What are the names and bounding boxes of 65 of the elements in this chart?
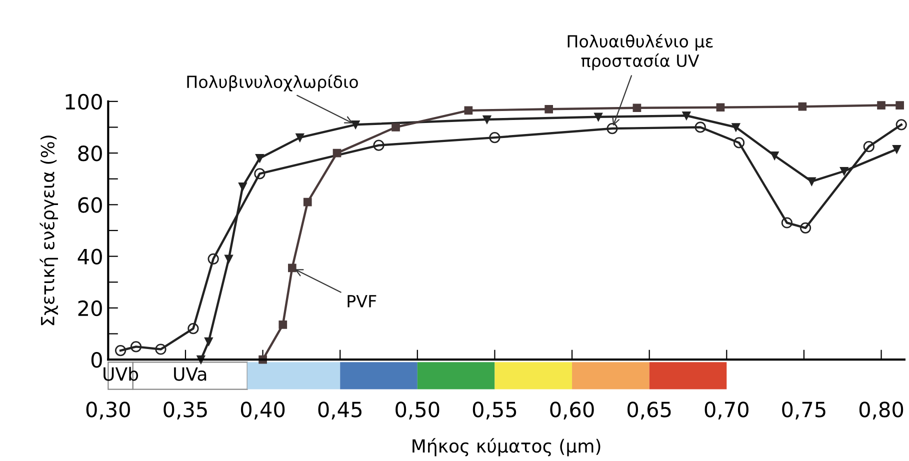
point xyxy=(288,264,296,272)
point xyxy=(877,101,886,110)
x-tick-label: 0,35 xyxy=(164,402,207,420)
x-tick-label: 0,60 xyxy=(550,402,594,420)
y-tick-label: 100 xyxy=(66,94,102,110)
point xyxy=(254,168,266,180)
x-tick-label: 0,75 xyxy=(782,402,826,420)
x-tick-label: 0,40 xyxy=(240,402,285,420)
annotation: Πολυαιθυλένιο με προστασία UV xyxy=(568,34,713,70)
annotation: PVF xyxy=(348,295,376,308)
point xyxy=(482,115,492,124)
point xyxy=(238,182,247,191)
x-tick-label: 0,45 xyxy=(318,402,362,420)
y-tick-label: 20 xyxy=(78,300,102,316)
point xyxy=(489,132,500,144)
point xyxy=(303,198,312,206)
point xyxy=(544,105,553,114)
point xyxy=(732,123,740,132)
y-tick-label: 40 xyxy=(78,248,102,265)
point xyxy=(296,133,304,142)
point xyxy=(682,111,691,120)
y-tick-label: 0 xyxy=(91,352,102,368)
point xyxy=(188,323,199,334)
annotation: Πολυβινυλοχλωρίδιο xyxy=(187,74,358,92)
x-axis-title: Μήκος κύματος (μm) xyxy=(412,438,600,456)
point xyxy=(606,122,618,134)
x-tick-label: 0,65 xyxy=(628,402,671,420)
point xyxy=(208,253,219,264)
point xyxy=(256,154,264,162)
point xyxy=(840,166,848,176)
point xyxy=(770,151,779,160)
y-axis-title: Σχετική ενέργεια (%) xyxy=(40,136,58,326)
x-tick-label: 0,55 xyxy=(472,402,516,420)
point xyxy=(781,217,792,228)
point xyxy=(204,337,213,346)
text: UVb xyxy=(104,366,138,381)
point xyxy=(896,101,904,110)
point xyxy=(694,122,706,133)
point xyxy=(896,119,907,130)
y-tick-label: 80 xyxy=(78,146,102,162)
x-tick-label: 0,30 xyxy=(86,402,130,420)
point xyxy=(130,341,142,352)
point xyxy=(863,141,874,152)
x-tick-label: 0,50 xyxy=(396,402,440,420)
point xyxy=(224,254,233,264)
point xyxy=(594,112,602,122)
point xyxy=(808,177,816,186)
point xyxy=(373,140,384,151)
point xyxy=(155,344,166,355)
point xyxy=(800,222,812,234)
point xyxy=(892,145,901,154)
point xyxy=(392,123,400,132)
point xyxy=(464,106,473,115)
point xyxy=(733,137,745,148)
point xyxy=(114,344,126,356)
point xyxy=(278,320,288,329)
x-tick-label: 0,70 xyxy=(704,402,748,420)
point xyxy=(351,120,360,129)
text: UVa xyxy=(174,367,206,381)
point xyxy=(798,102,807,111)
point xyxy=(332,148,342,158)
y-tick-label: 60 xyxy=(78,197,102,213)
x-tick-label: 0,80 xyxy=(859,402,904,420)
point xyxy=(632,104,642,112)
point xyxy=(716,103,725,112)
